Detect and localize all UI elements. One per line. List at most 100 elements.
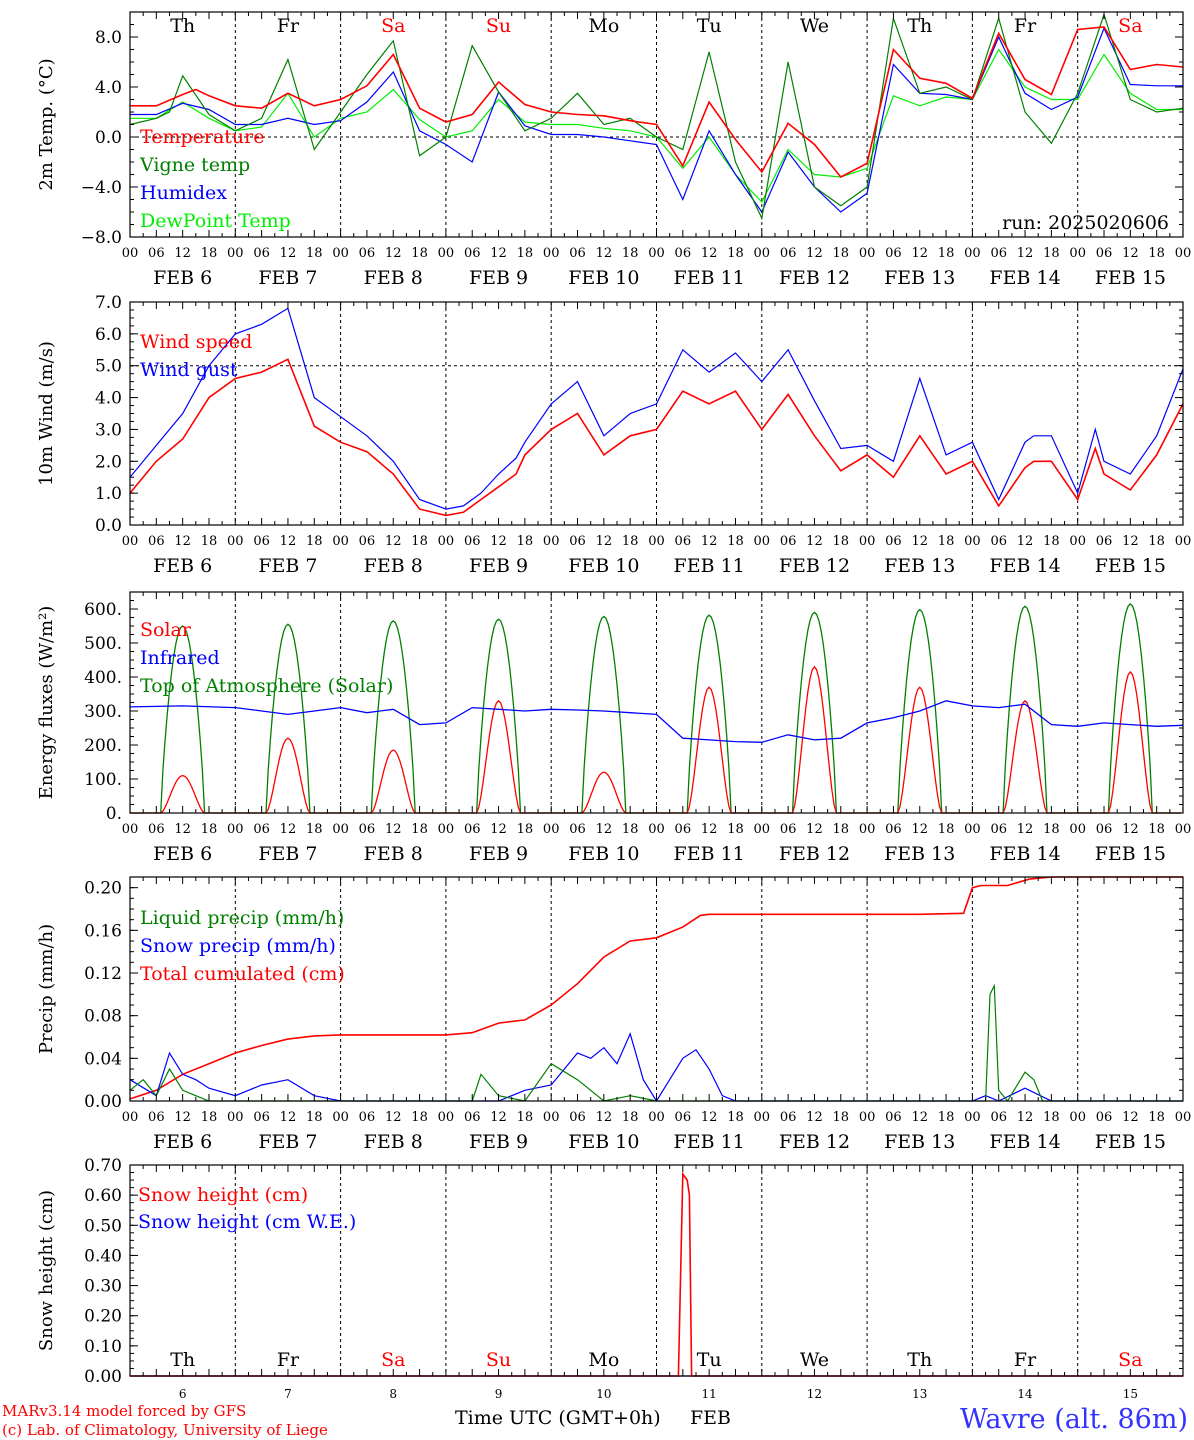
hour-tick-label: 18 xyxy=(622,246,639,261)
hour-tick-label: 12 xyxy=(490,1110,507,1125)
legend-entry: Snow height (cm W.E.) xyxy=(138,1211,356,1233)
hour-tick-label: 12 xyxy=(385,1110,402,1125)
hour-tick-label: 12 xyxy=(701,1110,718,1125)
y-tick-label: 4.0 xyxy=(95,78,122,98)
hour-tick-label: 18 xyxy=(201,822,218,837)
panel-4: 0.00 0.04 0.08 0.12 0.16 0.20 Precip (mm/h) Liq… xyxy=(36,876,1192,1153)
hour-tick-label: 12 xyxy=(806,1110,823,1125)
y-tick-label: 0.20 xyxy=(84,1307,122,1327)
hour-tick-label: 18 xyxy=(938,1110,955,1125)
hour-tick-label: 00 xyxy=(964,246,981,261)
hour-tick-label: 12 xyxy=(385,246,402,261)
hour-tick-label: 18 xyxy=(1148,822,1165,837)
hour-tick-label: 12 xyxy=(1122,822,1139,837)
hour-tick-label: 18 xyxy=(1148,246,1165,261)
series-line-infrared xyxy=(129,700,1184,743)
weekday-label: Fr xyxy=(277,15,300,37)
hour-tick-label: 00 xyxy=(1175,1110,1192,1125)
hour-tick-label: 12 xyxy=(911,822,928,837)
date-label: FEB 13 xyxy=(884,555,955,577)
date-label: FEB 15 xyxy=(1095,267,1166,289)
weekday-label: Th xyxy=(170,15,195,37)
date-label: FEB 8 xyxy=(364,555,423,577)
y-tick-label: 0.60 xyxy=(84,1186,122,1206)
date-label: FEB 12 xyxy=(779,1131,850,1153)
hour-tick-label: 12 xyxy=(1017,822,1034,837)
hour-tick-label: 00 xyxy=(227,822,244,837)
y-axis-label: 2m Temp. (°C) xyxy=(36,58,57,190)
hour-tick-label: 06 xyxy=(569,822,586,837)
date-label: FEB 10 xyxy=(568,1131,639,1153)
hour-tick-label: 06 xyxy=(780,822,797,837)
hour-tick-label: 00 xyxy=(227,534,244,549)
day-number-label: 7 xyxy=(284,1387,292,1401)
hour-tick-label: 06 xyxy=(359,534,376,549)
legend-entry: Wind speed xyxy=(140,331,252,353)
y-tick-label: 0.16 xyxy=(84,921,122,941)
hour-tick-label: 00 xyxy=(332,246,349,261)
hour-tick-label: 06 xyxy=(148,1110,165,1125)
day-number-label: 14 xyxy=(1017,1387,1033,1401)
y-tick-label: 0.20 xyxy=(84,879,122,899)
hour-tick-label: 18 xyxy=(306,822,323,837)
hour-tick-label: 06 xyxy=(885,246,902,261)
hour-tick-label: 18 xyxy=(938,534,955,549)
hour-tick-label: 00 xyxy=(648,534,665,549)
hour-tick-label: 06 xyxy=(1096,1110,1113,1125)
hour-tick-label: 18 xyxy=(1148,1110,1165,1125)
hour-tick-label: 18 xyxy=(1043,246,1060,261)
hour-tick-label: 18 xyxy=(727,246,744,261)
date-label: FEB 11 xyxy=(674,555,745,577)
plot-area xyxy=(129,307,1184,517)
day-number-label: 15 xyxy=(1123,1387,1138,1401)
hour-tick-label: 18 xyxy=(201,1110,218,1125)
hour-tick-label: 06 xyxy=(253,1110,270,1125)
copyright: (c) Lab. of Climatology, University of L… xyxy=(2,1421,328,1439)
hour-tick-label: 06 xyxy=(148,822,165,837)
legend-entry: Liquid precip (mm/h) xyxy=(140,907,344,929)
y-tick-label: 0.08 xyxy=(84,1007,122,1027)
hour-tick-label: 12 xyxy=(280,822,297,837)
date-label: FEB 6 xyxy=(153,267,212,289)
hour-tick-label: 18 xyxy=(517,534,534,549)
hour-tick-label: 12 xyxy=(280,1110,297,1125)
y-tick-label: 0.04 xyxy=(84,1049,122,1069)
hour-tick-label: 00 xyxy=(754,534,771,549)
y-tick-label: −4.0 xyxy=(81,178,122,198)
hour-tick-label: 12 xyxy=(701,534,718,549)
hour-tick-label: 12 xyxy=(1122,1110,1139,1125)
series-line xyxy=(129,358,1184,517)
hour-tick-label: 06 xyxy=(148,246,165,261)
x-axis-label: Time UTC (GMT+0h) xyxy=(455,1407,661,1429)
hour-tick-label: 18 xyxy=(1148,534,1165,549)
plot-frame xyxy=(129,301,1184,526)
hour-tick-label: 12 xyxy=(596,822,613,837)
y-tick-label: 3.0 xyxy=(95,420,122,440)
hour-tick-label: 00 xyxy=(1069,534,1086,549)
date-label: FEB 15 xyxy=(1095,1131,1166,1153)
hour-tick-label: 06 xyxy=(780,246,797,261)
hour-tick-label: 18 xyxy=(622,1110,639,1125)
y-tick-label: 600. xyxy=(84,600,122,620)
weekday-label: Th xyxy=(907,1349,932,1371)
hour-tick-label: 00 xyxy=(438,246,455,261)
hour-tick-label: 00 xyxy=(1175,822,1192,837)
weekday-label: Sa xyxy=(381,15,405,37)
date-label: FEB 6 xyxy=(153,555,212,577)
hour-tick-label: 00 xyxy=(122,1110,139,1125)
hour-tick-label: 00 xyxy=(648,246,665,261)
hour-tick-label: 00 xyxy=(754,1110,771,1125)
hour-tick-label: 18 xyxy=(727,822,744,837)
y-tick-label: 8.0 xyxy=(95,28,122,48)
date-label: FEB 13 xyxy=(884,1131,955,1153)
hour-tick-label: 12 xyxy=(1017,1110,1034,1125)
hour-tick-label: 12 xyxy=(280,246,297,261)
y-tick-label: 7.0 xyxy=(95,293,122,313)
date-label: FEB 10 xyxy=(568,267,639,289)
y-tick-label: 1.0 xyxy=(95,484,122,504)
hour-tick-label: 12 xyxy=(911,246,928,261)
y-tick-label: 0.10 xyxy=(84,1337,122,1357)
hour-tick-label: 12 xyxy=(911,1110,928,1125)
hour-tick-label: 06 xyxy=(253,246,270,261)
hour-tick-label: 12 xyxy=(806,822,823,837)
